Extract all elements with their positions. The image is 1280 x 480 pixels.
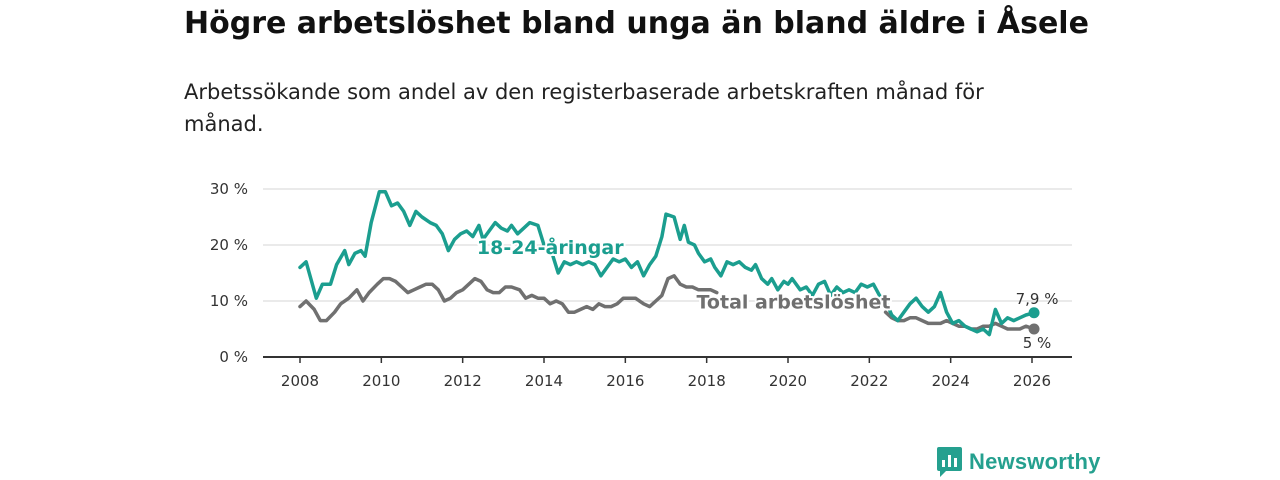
y-axis-ticks: 0 % 10 % 20 % 30 % [210,180,248,366]
x-tick-label: 2022 [850,372,888,390]
brand-logo: Newsworthy [937,447,1101,477]
y-tick-label: 30 % [210,180,248,198]
x-axis-ticks: 2008 2010 2012 2014 2016 2018 2020 2022 2024 2026 [281,357,1051,390]
newsworthy-logo-icon [937,447,962,477]
x-tick-label: 2024 [932,372,970,390]
series-line-total [298,274,719,323]
y-tick-label: 20 % [210,236,248,254]
series-labels: 18-24-åringar Total arbetslöshet 7,9 % 5… [475,233,1059,352]
chart-title: Högre arbetslöshet bland unga än bland ä… [184,6,1089,41]
y-tick-label: 0 % [219,348,248,366]
x-tick-label: 2016 [606,372,644,390]
series-label-total: Total arbetslöshet [697,291,891,313]
x-tick-label: 2008 [281,372,319,390]
series-line-young [298,190,1036,337]
x-tick-label: 2018 [688,372,726,390]
end-value-young: 7,9 % [1016,290,1059,308]
series-label-young: 18-24-åringar [477,235,624,259]
end-dot-young [1028,307,1040,319]
x-tick-label: 2020 [769,372,807,390]
chart-subtitle: Arbetssökande som andel av den registerb… [184,80,984,136]
x-tick-label: 2010 [362,372,400,390]
x-tick-label: 2026 [1013,372,1051,390]
end-dot-total [1028,323,1040,335]
series-lines [298,190,1040,337]
x-tick-label: 2014 [525,372,563,390]
brand-name: Newsworthy [969,449,1101,474]
end-value-total: 5 % [1023,334,1052,352]
series-line-total [883,310,1036,331]
y-tick-label: 10 % [210,292,248,310]
x-tick-label: 2012 [444,372,482,390]
